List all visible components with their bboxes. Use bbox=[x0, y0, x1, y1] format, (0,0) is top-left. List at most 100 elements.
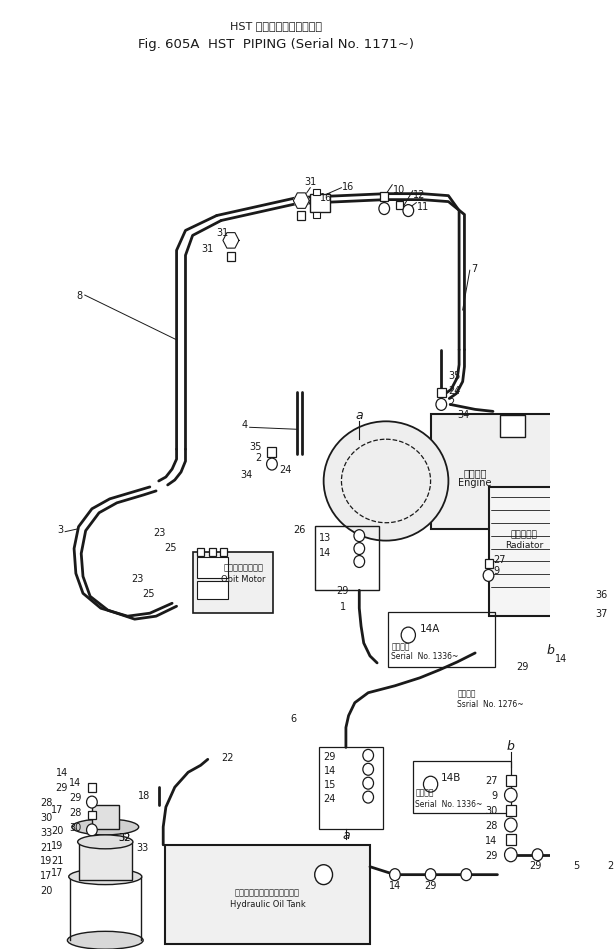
Text: 35: 35 bbox=[249, 442, 261, 451]
Circle shape bbox=[505, 818, 517, 832]
Text: Obit Motor: Obit Motor bbox=[221, 574, 266, 584]
Circle shape bbox=[354, 543, 365, 555]
Text: 適用号機: 適用号機 bbox=[416, 788, 434, 797]
Bar bbox=[310, 194, 330, 212]
Text: 24: 24 bbox=[448, 386, 460, 395]
Text: 29: 29 bbox=[69, 792, 81, 803]
Circle shape bbox=[315, 864, 333, 884]
Text: b: b bbox=[507, 739, 515, 752]
Circle shape bbox=[426, 869, 436, 881]
Text: 29: 29 bbox=[516, 662, 529, 671]
Text: 21: 21 bbox=[51, 855, 63, 864]
Bar bbox=[500, 416, 525, 438]
Text: 17: 17 bbox=[51, 866, 63, 877]
Bar bbox=[197, 548, 204, 556]
Text: 13: 13 bbox=[319, 532, 332, 542]
Circle shape bbox=[266, 459, 278, 470]
Text: 3: 3 bbox=[57, 525, 63, 534]
Text: 20: 20 bbox=[51, 825, 63, 835]
Text: 14: 14 bbox=[485, 835, 497, 845]
Text: 2: 2 bbox=[255, 452, 261, 463]
Bar bbox=[197, 582, 228, 600]
Text: b: b bbox=[547, 644, 555, 657]
Text: 1: 1 bbox=[340, 602, 346, 611]
Text: 9: 9 bbox=[493, 565, 499, 576]
Circle shape bbox=[379, 204, 390, 215]
Text: Hydraulic Oil Tank: Hydraulic Oil Tank bbox=[230, 899, 305, 908]
Text: 8: 8 bbox=[77, 290, 83, 301]
Text: 10: 10 bbox=[393, 185, 405, 194]
Circle shape bbox=[354, 556, 365, 567]
Bar bbox=[165, 845, 370, 944]
Bar bbox=[388, 612, 495, 667]
Text: 31: 31 bbox=[202, 244, 214, 254]
Circle shape bbox=[363, 791, 373, 803]
Bar bbox=[484, 560, 492, 568]
Text: 4: 4 bbox=[242, 420, 248, 430]
Text: 30: 30 bbox=[69, 823, 81, 832]
Text: 29: 29 bbox=[424, 880, 437, 890]
Circle shape bbox=[363, 749, 373, 762]
Text: 5: 5 bbox=[573, 860, 579, 870]
Text: 27: 27 bbox=[493, 554, 505, 564]
Text: 30: 30 bbox=[41, 812, 53, 823]
Text: 2: 2 bbox=[448, 398, 454, 408]
Bar bbox=[430, 415, 564, 529]
Bar bbox=[209, 548, 216, 556]
Text: Ssrial  No. 1276~: Ssrial No. 1276~ bbox=[457, 700, 524, 708]
Bar bbox=[313, 212, 320, 218]
Text: 16: 16 bbox=[341, 182, 354, 191]
Text: ラジエータ: ラジエータ bbox=[511, 529, 538, 539]
Circle shape bbox=[354, 530, 365, 542]
Bar bbox=[396, 202, 403, 209]
Bar bbox=[315, 526, 379, 590]
Text: 20: 20 bbox=[41, 884, 53, 895]
Circle shape bbox=[461, 869, 472, 881]
Text: 32: 32 bbox=[119, 832, 131, 842]
Text: 34: 34 bbox=[240, 469, 252, 480]
Text: 25: 25 bbox=[142, 588, 154, 599]
Text: a: a bbox=[356, 408, 363, 422]
Text: 14B: 14B bbox=[441, 772, 462, 783]
Text: 適用号機: 適用号機 bbox=[457, 688, 476, 698]
Text: 29: 29 bbox=[336, 585, 349, 596]
Circle shape bbox=[532, 849, 543, 861]
Text: 24: 24 bbox=[279, 465, 292, 474]
Bar bbox=[587, 594, 595, 604]
Bar bbox=[193, 552, 273, 613]
Circle shape bbox=[363, 764, 373, 776]
Text: 14A: 14A bbox=[420, 624, 440, 633]
Bar bbox=[88, 811, 96, 820]
Text: 14: 14 bbox=[389, 880, 401, 890]
Text: Radiator: Radiator bbox=[505, 541, 543, 549]
Text: 19: 19 bbox=[41, 855, 53, 864]
Text: 29: 29 bbox=[55, 783, 68, 792]
Text: 33: 33 bbox=[41, 827, 53, 837]
Text: Fig. 605A  HST  PIPING (Serial No. 1171~): Fig. 605A HST PIPING (Serial No. 1171~) bbox=[138, 37, 414, 50]
Text: 28: 28 bbox=[485, 820, 497, 830]
Bar bbox=[88, 783, 96, 792]
Bar bbox=[297, 212, 305, 221]
Text: 適用号機: 適用号機 bbox=[391, 642, 410, 651]
Text: 29: 29 bbox=[607, 860, 614, 870]
Text: 22: 22 bbox=[221, 753, 234, 763]
Bar bbox=[506, 804, 516, 816]
Text: ハイドロリックオイルタンク: ハイドロリックオイルタンク bbox=[235, 887, 300, 896]
Circle shape bbox=[390, 869, 400, 881]
Text: 32: 32 bbox=[119, 832, 131, 842]
Text: 15: 15 bbox=[324, 780, 336, 789]
Text: 29: 29 bbox=[485, 850, 497, 860]
Text: 28: 28 bbox=[41, 797, 53, 807]
Circle shape bbox=[87, 824, 97, 836]
Text: 26: 26 bbox=[293, 525, 306, 534]
Text: 29: 29 bbox=[529, 860, 542, 870]
Bar bbox=[506, 775, 516, 785]
Text: 25: 25 bbox=[164, 542, 177, 552]
Bar bbox=[79, 842, 132, 880]
Text: 29: 29 bbox=[324, 751, 336, 762]
Text: 9: 9 bbox=[491, 790, 497, 801]
Text: 19: 19 bbox=[51, 840, 63, 850]
Text: Engine: Engine bbox=[459, 478, 492, 487]
Bar bbox=[220, 548, 227, 556]
Text: 34: 34 bbox=[457, 410, 470, 420]
